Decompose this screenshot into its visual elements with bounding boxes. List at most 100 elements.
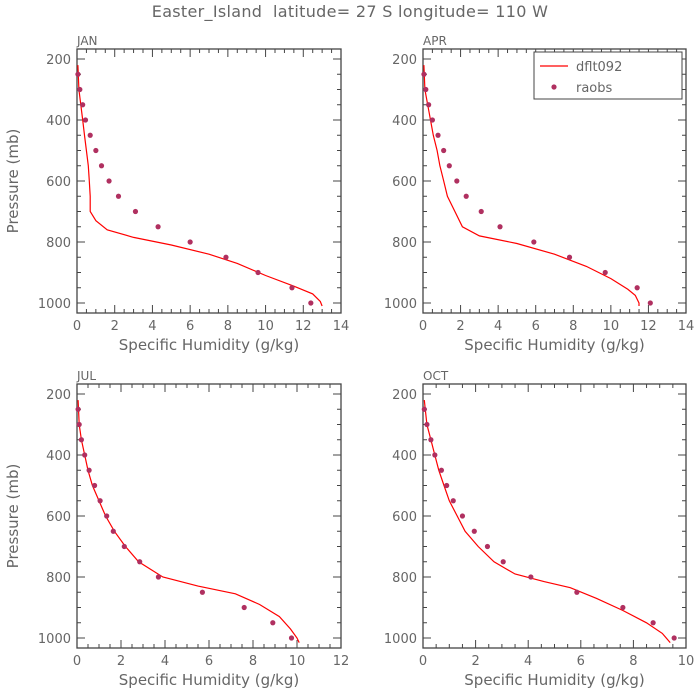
data-point-raobs bbox=[647, 300, 653, 306]
x-tick-label: 10 bbox=[678, 654, 695, 669]
panel-oct: OCT 0 2 4 6 8 10 200 400 600 800 1000 Specific Humid… bbox=[384, 369, 694, 689]
data-point-raobs bbox=[446, 163, 452, 169]
data-point-raobs bbox=[432, 452, 438, 458]
x-tick-label: 8 bbox=[629, 654, 637, 669]
data-point-raobs bbox=[82, 117, 89, 123]
panel-apr: APR 0 2 4 6 8 10 12 14 200 400 600 800 1000 Specific H… bbox=[384, 34, 694, 354]
series-line-dflt092 bbox=[423, 400, 671, 643]
data-point-raobs bbox=[478, 208, 484, 215]
panel-label: JAN bbox=[76, 34, 98, 48]
x-tick-label: 12 bbox=[295, 319, 312, 334]
x-tick-label: 4 bbox=[161, 654, 169, 669]
x-tick-label: 0 bbox=[419, 319, 427, 334]
data-point-raobs bbox=[110, 528, 116, 534]
y-tick-label: 800 bbox=[392, 236, 417, 251]
x-tick-label: 10 bbox=[603, 319, 620, 334]
panel-label: JUL bbox=[76, 369, 96, 383]
legend: dflt092 raobs bbox=[533, 51, 683, 100]
y-tick-label: 800 bbox=[392, 571, 417, 586]
y-tick-label: 800 bbox=[46, 571, 71, 586]
y-axis-label: Pressure (mb) bbox=[4, 464, 22, 569]
panel-label: OCT bbox=[423, 369, 449, 383]
data-point-raobs bbox=[187, 239, 193, 245]
x-axis-label: Specific Humidity (g/kg) bbox=[119, 671, 299, 689]
data-point-raobs bbox=[155, 224, 161, 230]
y-tick-label: 200 bbox=[392, 388, 417, 403]
data-point-raobs bbox=[121, 543, 127, 550]
x-tick-label: 2 bbox=[456, 319, 464, 334]
y-tick-label: 1000 bbox=[38, 297, 71, 312]
data-point-raobs bbox=[241, 604, 247, 611]
data-point-raobs bbox=[82, 452, 88, 458]
data-point-raobs bbox=[497, 224, 503, 230]
data-point-raobs bbox=[199, 589, 205, 595]
y-tick-label: 400 bbox=[392, 449, 417, 464]
data-point-raobs bbox=[444, 482, 450, 489]
x-tick-label: 2 bbox=[471, 654, 479, 669]
x-tick-label: 0 bbox=[73, 319, 81, 334]
data-point-raobs bbox=[98, 163, 105, 169]
x-tick-label: 4 bbox=[148, 319, 156, 334]
data-point-raobs bbox=[484, 543, 491, 550]
x-tick-label: 12 bbox=[640, 319, 657, 334]
data-point-raobs bbox=[92, 482, 98, 489]
data-point-raobs bbox=[115, 193, 122, 199]
data-point-raobs bbox=[634, 285, 640, 291]
series-line-dflt092 bbox=[77, 400, 300, 643]
series-line-dflt092 bbox=[423, 65, 640, 306]
panel-label: APR bbox=[423, 34, 447, 48]
y-tick-label: 1000 bbox=[384, 632, 417, 647]
x-axis-label: Specific Humidity (g/kg) bbox=[464, 336, 644, 354]
legend-label: raobs bbox=[576, 81, 613, 96]
x-tick-label: 0 bbox=[419, 654, 427, 669]
x-axis-label: Specific Humidity (g/kg) bbox=[119, 336, 299, 354]
data-point-raobs bbox=[78, 437, 84, 443]
x-tick-label: 4 bbox=[524, 654, 532, 669]
data-point-raobs bbox=[574, 589, 580, 595]
data-point-raobs bbox=[93, 147, 99, 154]
x-tick-label: 14 bbox=[333, 319, 350, 334]
y-tick-label: 400 bbox=[46, 449, 71, 464]
data-point-raobs bbox=[459, 513, 466, 519]
plot-frame bbox=[76, 383, 342, 649]
x-tick-label: 4 bbox=[494, 319, 502, 334]
x-tick-label: 14 bbox=[678, 319, 695, 334]
data-point-raobs bbox=[429, 117, 435, 123]
x-tick-label: 12 bbox=[333, 654, 350, 669]
data-point-raobs bbox=[132, 208, 139, 215]
y-tick-label: 800 bbox=[46, 236, 71, 251]
data-point-raobs bbox=[289, 285, 295, 291]
data-point-raobs bbox=[454, 178, 460, 184]
data-point-raobs bbox=[450, 498, 456, 504]
data-point-raobs bbox=[602, 269, 608, 276]
x-axis-label: Specific Humidity (g/kg) bbox=[464, 671, 644, 689]
plot-frame bbox=[76, 48, 342, 314]
x-tick-label: 6 bbox=[186, 319, 194, 334]
data-point-raobs bbox=[426, 102, 432, 108]
data-point-raobs bbox=[471, 528, 477, 534]
data-point-raobs bbox=[288, 635, 295, 641]
data-point-raobs bbox=[528, 574, 534, 580]
y-tick-label: 600 bbox=[392, 510, 417, 525]
data-point-raobs bbox=[76, 421, 82, 428]
data-point-raobs bbox=[255, 269, 261, 276]
data-point-raobs bbox=[500, 559, 506, 565]
data-point-raobs bbox=[155, 574, 161, 580]
data-point-raobs bbox=[106, 178, 112, 184]
y-tick-label: 1000 bbox=[38, 632, 71, 647]
data-point-raobs bbox=[87, 132, 93, 138]
figure-title: Easter_Island latitude= 27 S longitude= … bbox=[151, 2, 549, 21]
y-tick-label: 600 bbox=[46, 510, 71, 525]
data-point-raobs bbox=[97, 498, 103, 504]
x-tick-label: 8 bbox=[224, 319, 232, 334]
data-point-raobs bbox=[441, 147, 447, 154]
data-point-raobs bbox=[650, 620, 656, 626]
x-tick-label: 6 bbox=[532, 319, 540, 334]
y-tick-label: 400 bbox=[46, 114, 71, 129]
data-point-raobs bbox=[671, 635, 677, 641]
legend-dot-swatch bbox=[551, 84, 557, 90]
y-tick-label: 200 bbox=[392, 53, 417, 68]
data-point-raobs bbox=[80, 102, 86, 108]
data-point-raobs bbox=[77, 86, 83, 93]
